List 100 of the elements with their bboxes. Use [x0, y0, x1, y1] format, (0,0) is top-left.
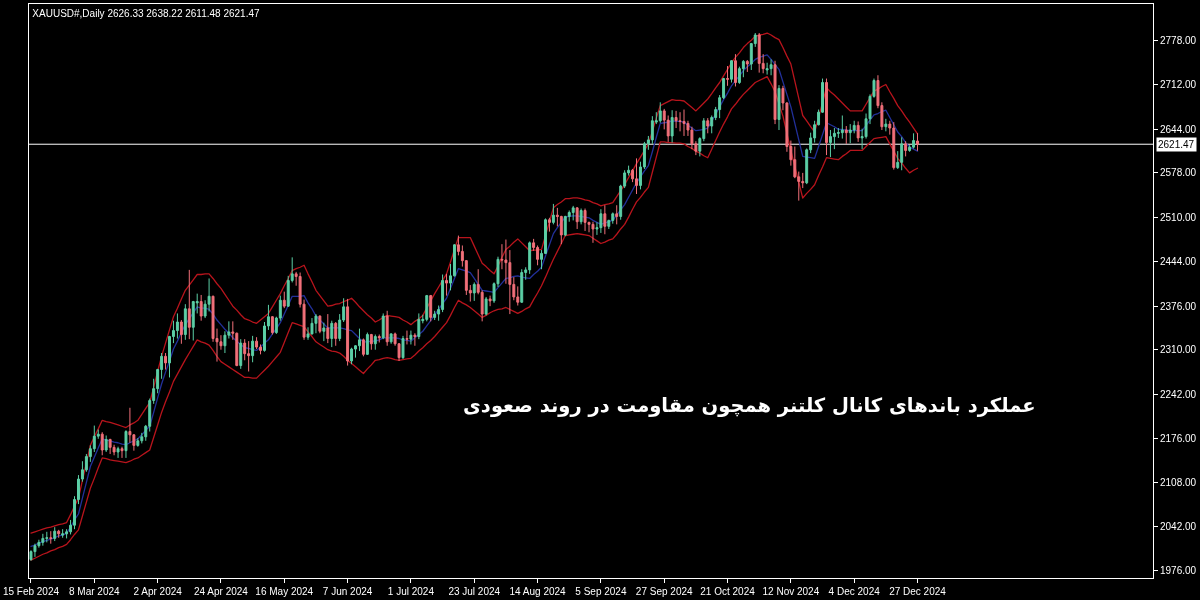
x-tick-label: 4 Dec 2024 — [828, 586, 881, 597]
candlestick — [255, 336, 259, 350]
x-tick-label: 1 Jul 2024 — [387, 586, 435, 597]
candlestick — [429, 294, 433, 322]
candlestick — [365, 332, 369, 356]
candlestick — [199, 294, 203, 322]
candlestick — [57, 530, 61, 539]
candlestick — [417, 312, 421, 340]
candlestick — [765, 62, 769, 76]
candlestick — [551, 203, 555, 225]
candlestick — [100, 431, 104, 456]
candlestick — [615, 204, 619, 225]
candlestick — [777, 84, 781, 131]
candlestick — [405, 330, 409, 345]
y-tick-label: 2310.00 — [1160, 344, 1197, 356]
candlestick — [251, 335, 255, 363]
candlestick — [124, 429, 128, 459]
candlestick — [108, 438, 112, 455]
candlestick — [389, 332, 393, 345]
candlestick — [445, 273, 449, 297]
candlestick — [484, 296, 488, 316]
y-tick-label: 2778.00 — [1160, 35, 1197, 47]
x-tick-label: 7 Jun 2024 — [322, 586, 373, 597]
candlestick — [33, 543, 37, 558]
candlestick — [579, 208, 583, 225]
x-tick-label: 5 Sep 2024 — [575, 586, 627, 597]
candlestick — [757, 32, 761, 74]
candlestick — [904, 140, 908, 157]
candlestick — [856, 120, 860, 143]
candlestick — [314, 313, 318, 334]
candlestick — [361, 338, 365, 357]
candlestick — [603, 204, 607, 235]
candlestick — [413, 332, 417, 347]
candlestick — [488, 295, 492, 307]
candlestick — [401, 335, 405, 360]
x-tick-label: 12 Nov 2024 — [762, 586, 820, 597]
candlestick — [385, 310, 389, 347]
candlestick — [330, 320, 334, 348]
candlestick — [900, 136, 904, 171]
candlestick — [104, 434, 108, 453]
candlestick — [571, 205, 575, 221]
candlestick — [730, 59, 733, 84]
candlestick — [120, 446, 124, 459]
candlestick — [773, 60, 777, 125]
y-tick-label: 2712.00 — [1160, 78, 1197, 90]
candlestick — [547, 217, 551, 233]
candlestick — [116, 446, 120, 459]
candlestick — [350, 347, 354, 365]
candlestick — [270, 315, 274, 336]
ref-line-label: 2621.47 — [1158, 139, 1195, 150]
candlestick — [733, 53, 737, 87]
candlestick — [433, 310, 437, 321]
annotation: عملکرد باندهای کانال کلتنر همچون مقاومت در روند صعودی — [463, 394, 1036, 417]
candlestick — [346, 298, 350, 367]
candlestick — [49, 530, 53, 545]
y-tick-label: 2376.00 — [1160, 300, 1197, 312]
candlestick — [745, 60, 749, 73]
candlestick — [828, 129, 832, 158]
candlestick — [179, 319, 183, 345]
x-tick-label: 8 Mar 2024 — [69, 586, 121, 597]
candlestick — [682, 109, 686, 137]
y-tick-label: 2644.00 — [1160, 123, 1197, 135]
y-tick-label: 2108.00 — [1160, 477, 1197, 489]
y-tick-label: 2176.00 — [1160, 432, 1197, 444]
candlestick — [45, 531, 49, 543]
candlestick — [916, 132, 919, 152]
candlestick — [591, 221, 595, 244]
candlestick — [611, 211, 615, 225]
candlestick — [425, 294, 429, 322]
candlestick — [282, 291, 286, 309]
candlestick — [310, 317, 314, 336]
candlestick — [318, 314, 322, 334]
y-tick-label: 2510.00 — [1160, 212, 1197, 224]
x-tick-label: 21 Oct 2024 — [700, 586, 756, 597]
y-tick-label: 2042.00 — [1160, 521, 1197, 533]
x-tick-label: 14 Aug 2024 — [509, 586, 567, 597]
candlestick — [247, 340, 251, 372]
candlestick — [136, 437, 140, 448]
x-tick-label: 16 May 2024 — [255, 586, 314, 597]
candlestick — [381, 312, 385, 340]
candlestick — [61, 528, 65, 539]
y-tick-label: 2242.00 — [1160, 389, 1197, 401]
candlestick — [769, 58, 773, 76]
candlestick — [239, 338, 243, 370]
candlestick — [334, 321, 338, 347]
y-tick-label: 2444.00 — [1160, 255, 1197, 267]
candlestick — [373, 334, 377, 351]
candlestick — [472, 281, 476, 302]
candlestick — [377, 334, 381, 343]
candlestick — [164, 352, 168, 371]
candlestick — [175, 312, 179, 339]
candlestick — [726, 65, 730, 87]
x-tick-label: 24 Apr 2024 — [193, 586, 249, 597]
x-tick-label: 27 Sep 2024 — [635, 586, 694, 597]
candlestick — [41, 533, 45, 547]
candlestick — [520, 268, 524, 304]
x-tick-label: 23 Jul 2024 — [448, 586, 501, 597]
candlestick — [322, 322, 326, 342]
chart-title: XAUUSD#,Daily 2626.33 2638.22 2611.48 2621.47 — [32, 7, 261, 19]
candlestick — [369, 333, 373, 351]
